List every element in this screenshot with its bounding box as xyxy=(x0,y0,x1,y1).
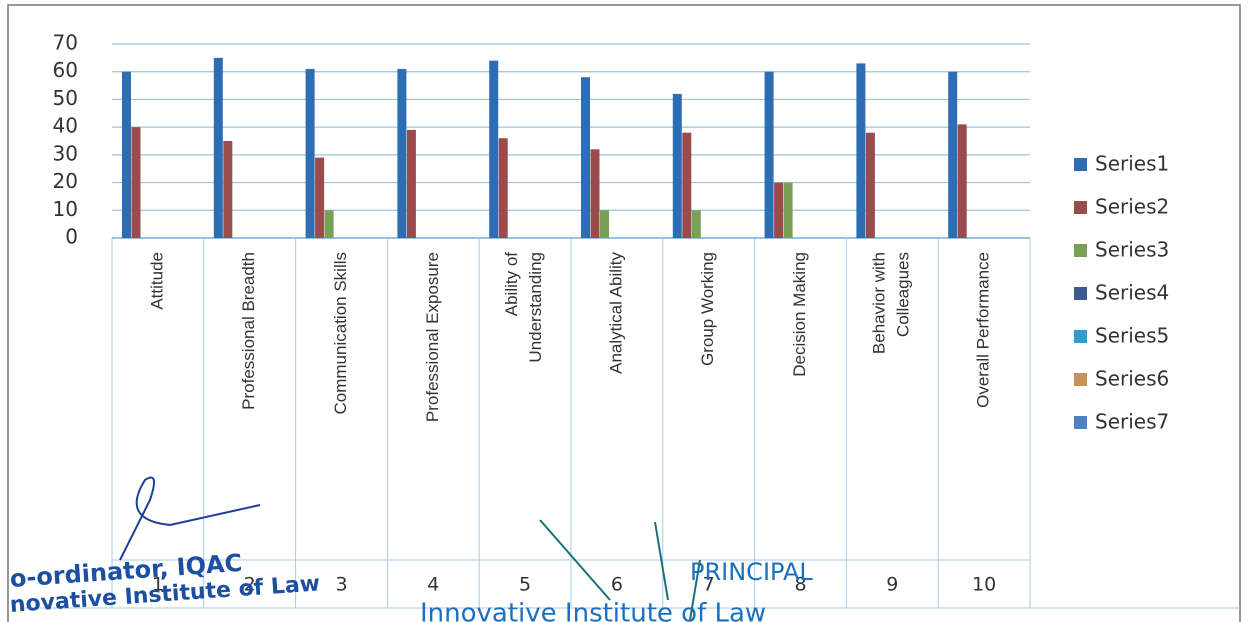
bar xyxy=(223,141,233,238)
index-label: 8 xyxy=(794,574,806,596)
index-label: 10 xyxy=(972,574,996,596)
chart-border xyxy=(7,4,1241,622)
x-tick-label: Overall Performance xyxy=(974,252,993,408)
y-tick-label: 70 xyxy=(53,31,78,55)
signature xyxy=(539,519,701,621)
bar xyxy=(948,71,958,238)
legend-swatch xyxy=(1074,244,1087,257)
y-tick-label: 10 xyxy=(53,197,78,221)
bar xyxy=(305,68,315,238)
y-tick-label: 60 xyxy=(53,58,78,82)
bar xyxy=(764,71,774,238)
index-label: 9 xyxy=(886,574,898,596)
stamp-text: PRINCIPAL xyxy=(690,558,813,586)
legend-label: Series5 xyxy=(1095,324,1169,348)
legend-swatch xyxy=(1074,158,1087,171)
index-label: 4 xyxy=(427,574,439,596)
bar xyxy=(131,127,141,238)
x-tick-label: Ability of Understanding xyxy=(503,252,546,363)
bar xyxy=(324,210,334,238)
legend-swatch xyxy=(1074,330,1087,343)
x-tick-label: Professional Breadth xyxy=(239,252,258,410)
index-label: 3 xyxy=(335,574,347,596)
legend-swatch xyxy=(1074,373,1087,386)
legend-label: Series4 xyxy=(1095,281,1169,305)
x-tick-label: Decision Making xyxy=(790,252,809,377)
legend-label: Series7 xyxy=(1095,410,1169,434)
legend-label: Series3 xyxy=(1095,238,1169,262)
legend-swatch xyxy=(1074,287,1087,300)
bar xyxy=(489,60,499,238)
bar xyxy=(957,124,967,238)
legend-label: Series1 xyxy=(1095,152,1169,176)
legend-label: Series2 xyxy=(1095,195,1169,219)
index-label: 1 xyxy=(152,574,164,596)
legend-swatch xyxy=(1074,416,1087,429)
stamp-text: Innovative Institute of Law xyxy=(420,599,766,622)
y-tick-label: 0 xyxy=(65,225,78,249)
bar xyxy=(397,68,407,238)
bar xyxy=(672,93,682,238)
y-tick-label: 50 xyxy=(53,86,78,110)
x-tick-label: Communication Skills xyxy=(331,252,350,415)
x-tick-label: Group Working xyxy=(698,252,717,366)
index-label: 5 xyxy=(519,574,531,596)
x-tick-label: Attitude xyxy=(147,252,166,310)
index-label: 6 xyxy=(611,574,623,596)
bar xyxy=(865,132,875,238)
y-tick-label: 40 xyxy=(53,114,78,138)
bar xyxy=(682,132,692,238)
signature xyxy=(119,476,261,561)
bar xyxy=(783,182,793,238)
bar xyxy=(315,157,325,238)
bar xyxy=(498,138,508,238)
x-tick-label: Behavior with Colleagues xyxy=(870,252,913,354)
index-label: 2 xyxy=(244,574,256,596)
bar xyxy=(691,210,701,238)
legend-label: Series6 xyxy=(1095,367,1169,391)
bar xyxy=(590,149,600,238)
bar xyxy=(581,77,590,238)
bar xyxy=(600,210,609,238)
bar xyxy=(856,63,866,239)
legend-swatch xyxy=(1074,201,1087,214)
bar xyxy=(774,182,784,238)
y-tick-label: 30 xyxy=(53,141,78,165)
index-label: 7 xyxy=(703,574,715,596)
x-tick-label: Analytical Ability xyxy=(606,252,625,374)
bar xyxy=(213,57,223,238)
x-tick-label: Professional Exposure xyxy=(423,252,442,422)
bar xyxy=(122,71,131,238)
bar xyxy=(406,129,416,238)
y-tick-label: 20 xyxy=(53,169,78,193)
